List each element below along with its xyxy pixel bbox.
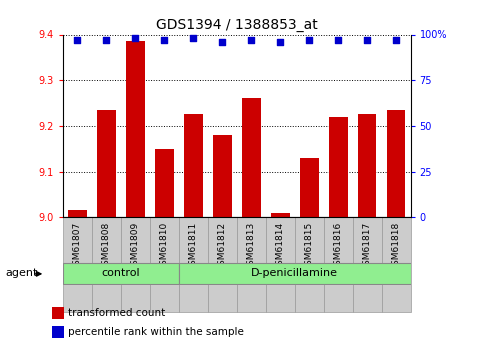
Text: D-penicillamine: D-penicillamine (251, 268, 338, 278)
Text: percentile rank within the sample: percentile rank within the sample (68, 327, 244, 337)
Text: GSM61808: GSM61808 (102, 222, 111, 272)
Point (392, 37, 400, 43)
Text: GSM61816: GSM61816 (334, 222, 342, 272)
Bar (324, 217, 353, 313)
Bar (242, 98, 261, 217)
Text: GSM61818: GSM61818 (392, 222, 400, 272)
Point (102, 37, 110, 43)
Text: agent: agent (5, 268, 37, 278)
Point (363, 37, 371, 43)
Bar (63, 217, 92, 313)
Bar (270, 213, 290, 217)
Bar (387, 110, 406, 217)
Bar (53, 307, 64, 319)
Point (334, 37, 342, 43)
Bar (213, 135, 232, 217)
Text: GSM61807: GSM61807 (73, 222, 82, 272)
Point (189, 36, 197, 41)
Bar (266, 217, 295, 313)
Bar (358, 115, 377, 217)
Bar (126, 41, 145, 217)
Bar (184, 115, 203, 217)
Bar (53, 326, 64, 338)
Text: GSM61814: GSM61814 (276, 222, 284, 271)
Point (73, 37, 81, 43)
Text: GSM61809: GSM61809 (131, 222, 140, 272)
Bar (97, 110, 116, 217)
Title: GDS1394 / 1388853_at: GDS1394 / 1388853_at (156, 18, 317, 32)
Bar (295, 217, 324, 313)
Bar (150, 217, 179, 313)
Bar (299, 158, 319, 217)
Bar (208, 217, 237, 313)
Point (247, 37, 255, 43)
Bar (237, 217, 266, 313)
Point (218, 39, 226, 45)
Text: GSM61813: GSM61813 (247, 222, 256, 272)
Text: GSM61817: GSM61817 (363, 222, 371, 272)
Text: control: control (101, 268, 140, 278)
Point (160, 37, 168, 43)
Text: GSM61812: GSM61812 (218, 222, 227, 271)
Point (305, 37, 313, 43)
Bar (121, 217, 150, 313)
Text: GSM61810: GSM61810 (160, 222, 169, 272)
Text: GSM61815: GSM61815 (305, 222, 313, 272)
Text: transformed count: transformed count (68, 308, 165, 318)
Bar (92, 217, 121, 313)
FancyBboxPatch shape (179, 263, 411, 284)
Bar (382, 217, 411, 313)
Text: GSM61811: GSM61811 (189, 222, 198, 272)
FancyBboxPatch shape (63, 263, 179, 284)
Bar (155, 149, 174, 217)
Bar (179, 217, 208, 313)
Bar (353, 217, 382, 313)
Bar (68, 210, 87, 217)
Point (131, 36, 139, 41)
Bar (329, 117, 348, 217)
Point (276, 39, 284, 45)
